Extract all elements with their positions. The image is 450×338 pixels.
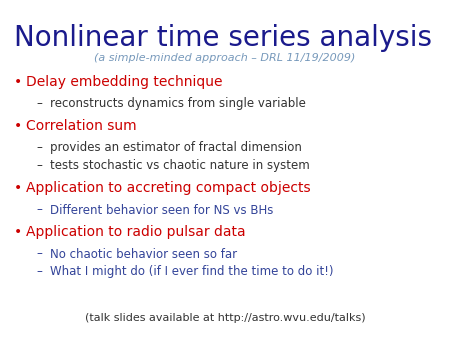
Text: •: • xyxy=(14,225,22,239)
Text: Correlation sum: Correlation sum xyxy=(26,119,137,133)
Text: Different behavior seen for NS vs BHs: Different behavior seen for NS vs BHs xyxy=(50,203,274,217)
Text: Application to accreting compact objects: Application to accreting compact objects xyxy=(26,181,310,195)
Text: –: – xyxy=(36,266,42,279)
Text: reconstructs dynamics from single variable: reconstructs dynamics from single variab… xyxy=(50,97,306,111)
Text: –: – xyxy=(36,203,42,217)
Text: Delay embedding technique: Delay embedding technique xyxy=(26,75,222,89)
Text: No chaotic behavior seen so far: No chaotic behavior seen so far xyxy=(50,247,237,261)
Text: provides an estimator of fractal dimension: provides an estimator of fractal dimensi… xyxy=(50,142,302,154)
Text: –: – xyxy=(36,142,42,154)
Text: –: – xyxy=(36,160,42,172)
Text: –: – xyxy=(36,97,42,111)
Text: –: – xyxy=(36,247,42,261)
Text: What I might do (if I ever find the time to do it!): What I might do (if I ever find the time… xyxy=(50,266,333,279)
Text: •: • xyxy=(14,181,22,195)
Text: •: • xyxy=(14,119,22,133)
Text: Nonlinear time series analysis: Nonlinear time series analysis xyxy=(14,24,432,52)
Text: Application to radio pulsar data: Application to radio pulsar data xyxy=(26,225,246,239)
Text: (talk slides available at http://astro.wvu.edu/talks): (talk slides available at http://astro.w… xyxy=(85,313,365,323)
Text: •: • xyxy=(14,75,22,89)
Text: (a simple-minded approach – DRL 11/19/2009): (a simple-minded approach – DRL 11/19/20… xyxy=(94,53,356,63)
Text: tests stochastic vs chaotic nature in system: tests stochastic vs chaotic nature in sy… xyxy=(50,160,310,172)
